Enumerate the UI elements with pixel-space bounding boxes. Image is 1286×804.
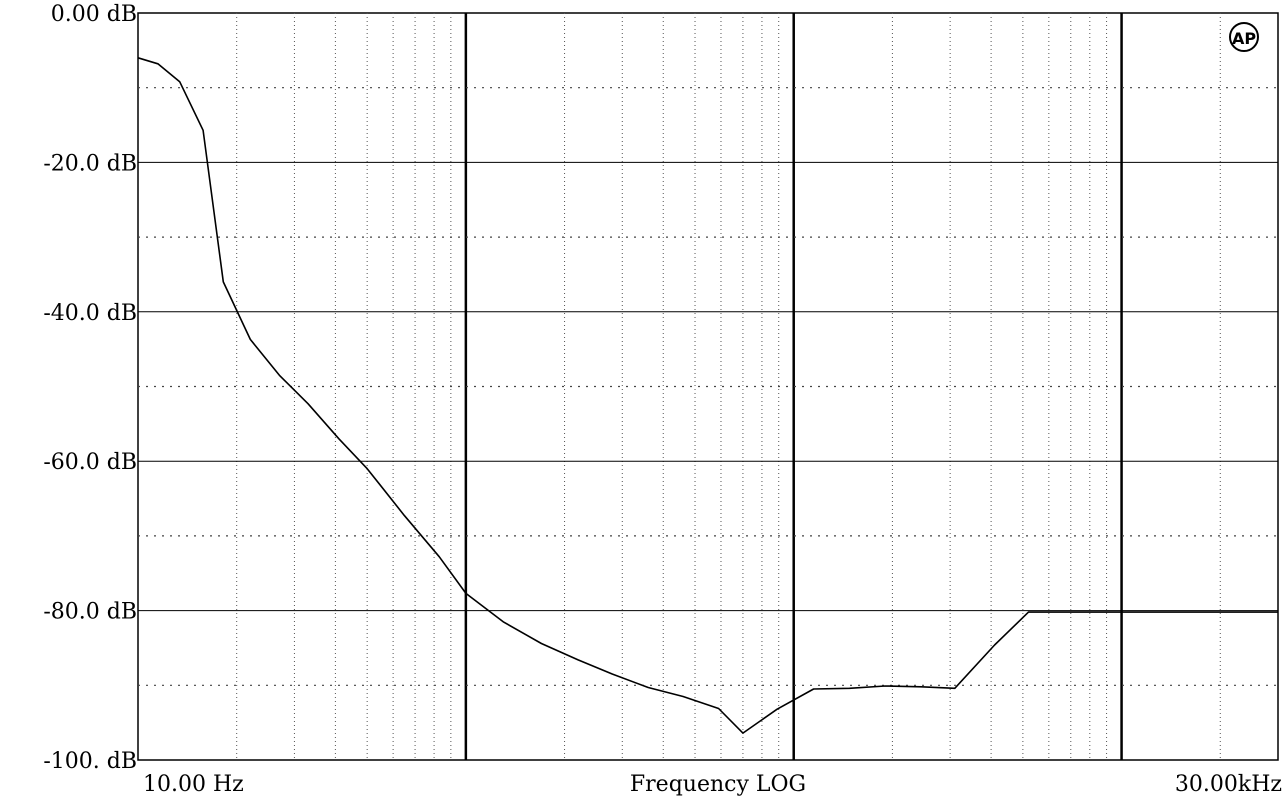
x-tick-label-end: 30.00kHz xyxy=(1175,772,1282,797)
logo-text: AP xyxy=(1232,29,1256,48)
y-tick-label: 0.00 dB xyxy=(51,2,137,27)
y-tick-label: -60.0 dB xyxy=(43,450,137,475)
response-curve-group xyxy=(137,57,1278,734)
x-tick-label-start: 10.00 Hz xyxy=(143,772,244,797)
y-tick-label: -20.0 dB xyxy=(43,151,137,176)
x-axis-title: Frequency LOG xyxy=(630,772,806,797)
ap-logo: AP xyxy=(1229,22,1259,52)
y-tick-label: -80.0 dB xyxy=(43,600,137,625)
y-tick-label: -100. dB xyxy=(43,749,137,774)
y-tick-labels: 0.00 dB -20.0 dB -40.0 dB -60.0 dB -80.0 dB -… xyxy=(43,2,137,774)
grid xyxy=(137,12,1279,761)
y-tick-label: -40.0 dB xyxy=(43,301,137,326)
response-curve xyxy=(137,57,1278,734)
x-axis-labels: 10.00 Hz 30.00kHz Frequency LOG xyxy=(143,772,1282,797)
